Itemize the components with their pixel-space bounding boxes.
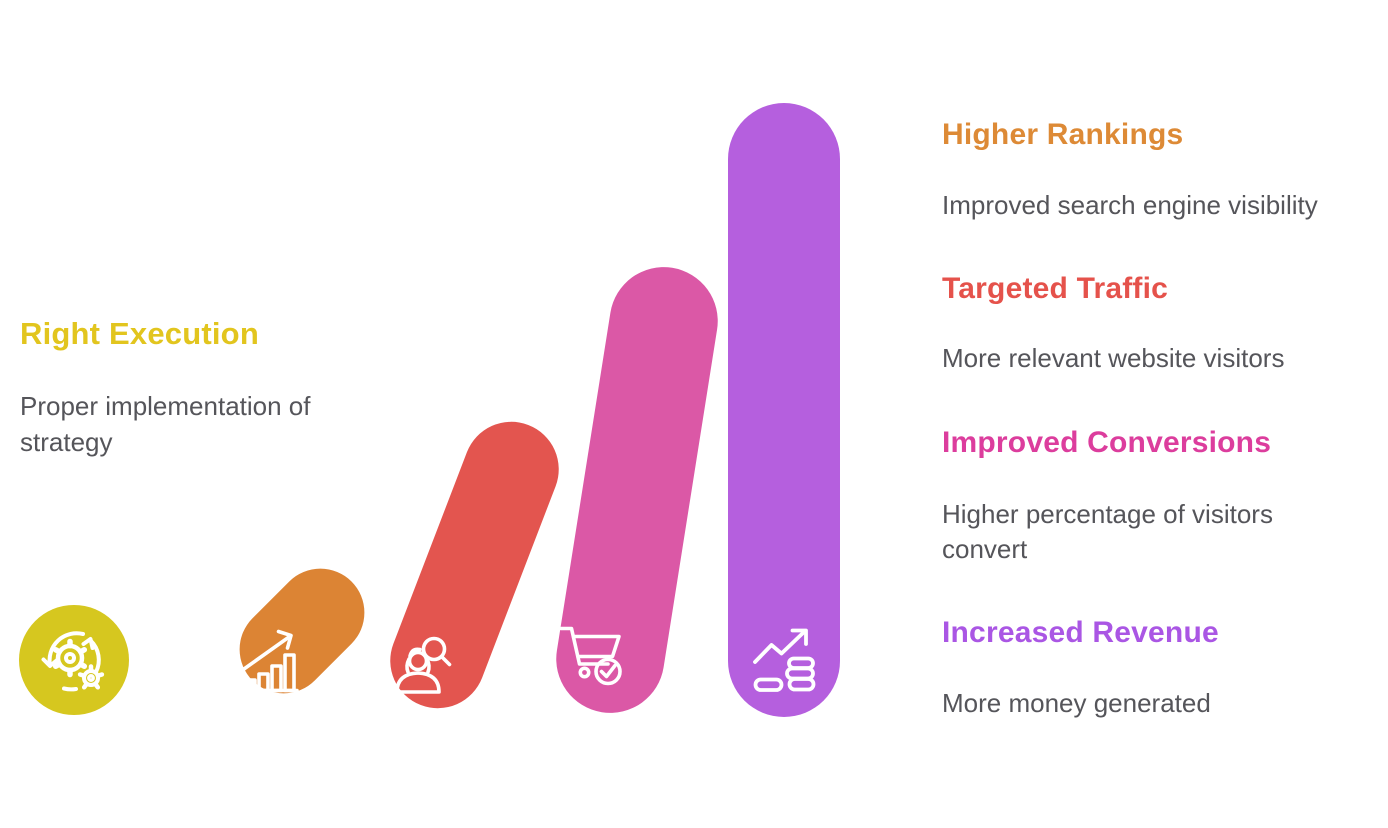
person-search-icon bbox=[390, 626, 462, 698]
benefit-title-increased-revenue: Increased Revenue bbox=[942, 616, 1219, 649]
bar-chart-growth-icon bbox=[238, 624, 310, 696]
benefit-description-higher-rankings: Improved search engine visibility bbox=[942, 190, 1318, 220]
left-step-title: Right Execution bbox=[20, 316, 259, 351]
process-gears-icon bbox=[39, 625, 111, 697]
benefit-description-targeted-traffic: More relevant website visitors bbox=[942, 343, 1285, 373]
benefit-description-increased-revenue: More money generated bbox=[942, 688, 1211, 718]
stage-bar-increased-revenue bbox=[728, 103, 840, 717]
benefit-title-improved-conversions: Improved Conversions bbox=[942, 426, 1272, 459]
cart-check-icon bbox=[558, 619, 630, 691]
benefit-title-targeted-traffic: Targeted Traffic bbox=[942, 272, 1169, 305]
benefit-title-higher-rankings: Higher Rankings bbox=[942, 118, 1184, 151]
coins-growth-icon bbox=[750, 625, 822, 697]
benefit-description-improved-conversions: Higher percentage of visitors convert bbox=[942, 499, 1273, 564]
left-step-description: Proper implementation of strategy bbox=[20, 391, 311, 457]
